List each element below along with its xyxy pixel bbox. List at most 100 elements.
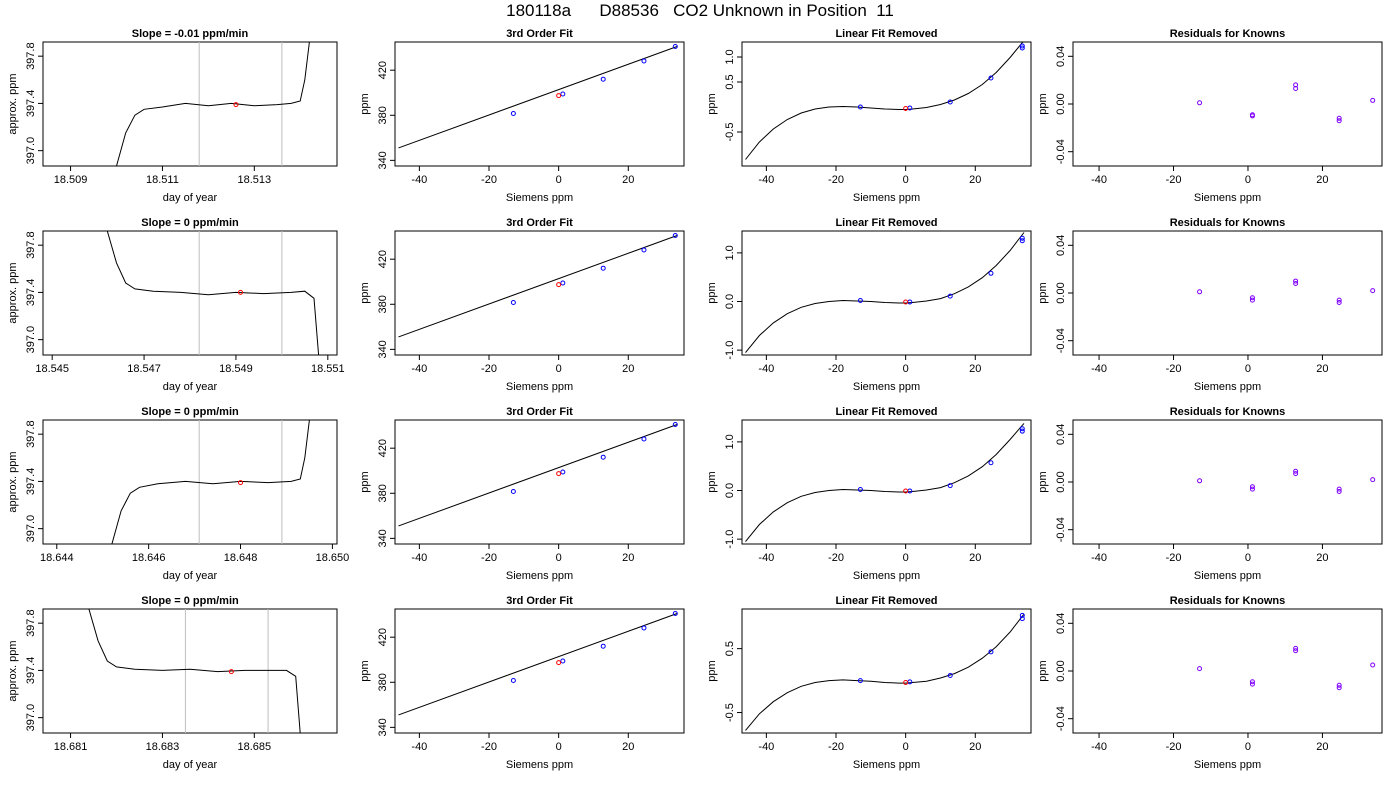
plot-frame xyxy=(394,41,685,167)
y-tick-label: -0.04 xyxy=(1055,517,1067,542)
x-tick-label: -40 xyxy=(758,552,774,564)
plot-area xyxy=(116,42,310,166)
panel-r2-c3: Linear Fit Removed -40 -20 0 20 -1.0 0.0 1.0 Sie… xyxy=(706,217,1032,393)
panel-r1-c3: Linear Fit Removed -40 -20 0 20 -0.5 0.5 1.0 Sie… xyxy=(706,28,1032,204)
panel-r3-c3: Linear Fit Removed -40 -20 0 20 -1.0 0.0 1.0 Sie… xyxy=(706,406,1032,582)
analyzer-trace xyxy=(106,231,320,355)
x-axis-label: day of year xyxy=(163,192,218,204)
x-axis-label: Siemens ppm xyxy=(506,570,573,582)
plot-frame xyxy=(394,608,685,734)
x-axis-label: Siemens ppm xyxy=(1194,570,1261,582)
residual-point xyxy=(1249,486,1255,492)
panel-title: Residuals for Knowns xyxy=(1170,28,1286,40)
known-standard-point xyxy=(1019,616,1025,622)
plot-frame xyxy=(42,419,338,545)
y-tick-label: 380 xyxy=(377,484,389,502)
known-standard-point xyxy=(560,469,566,475)
plot-area xyxy=(1197,468,1376,495)
x-tick-label: -40 xyxy=(411,741,427,753)
x-tick-label: 0 xyxy=(1245,552,1251,564)
x-tick-label: -20 xyxy=(481,174,497,186)
residual-point xyxy=(1249,295,1255,301)
x-tick-label: 20 xyxy=(969,552,981,564)
plot-area xyxy=(398,422,678,527)
y-tick-label: 0.5 xyxy=(724,641,736,656)
y-tick-label: 0.04 xyxy=(1055,613,1067,634)
page-title: 180118a D88536 CO2 Unknown in Position 1… xyxy=(506,1,894,20)
known-standard-point xyxy=(907,299,913,305)
known-standard-point xyxy=(600,643,606,649)
plot-frame xyxy=(42,41,338,167)
x-tick-label: 18.511 xyxy=(146,174,179,186)
x-axis-label: Siemens ppm xyxy=(506,381,573,393)
y-tick-label: -0.5 xyxy=(724,123,736,142)
residual-point xyxy=(1293,468,1299,474)
panel-title: Linear Fit Removed xyxy=(835,406,937,418)
y-tick-label: 1.0 xyxy=(724,434,736,449)
y-axis-label: ppm xyxy=(706,93,718,114)
panel-title: Residuals for Knowns xyxy=(1170,217,1286,229)
known-standard-point xyxy=(947,483,953,489)
plot-frame xyxy=(394,419,685,545)
known-standard-point xyxy=(672,611,678,617)
unknown-point xyxy=(903,106,909,111)
x-tick-label: 18.685 xyxy=(237,741,271,753)
known-standard-point xyxy=(510,488,516,494)
residual-point xyxy=(1336,685,1342,691)
x-tick-label: -20 xyxy=(1166,741,1182,753)
unknown-mean-point xyxy=(238,289,244,295)
x-tick-label: 0 xyxy=(1245,741,1251,753)
x-tick-label: 20 xyxy=(969,363,981,375)
analyzer-trace xyxy=(88,609,301,733)
x-tick-label: -40 xyxy=(758,174,774,186)
x-tick-label: -40 xyxy=(758,363,774,375)
known-standard-point xyxy=(560,280,566,286)
unknown-mean-point xyxy=(238,480,244,486)
y-tick-label: 397.4 xyxy=(25,468,37,496)
unknown-point xyxy=(903,299,909,305)
residual-point xyxy=(1249,297,1255,303)
panel-r3-c2: 3rd Order Fit -40 -20 0 20 340 380 420 Siemens p… xyxy=(359,406,685,582)
y-tick-label: -1.0 xyxy=(724,341,736,360)
y-tick-label: -0.04 xyxy=(1055,706,1067,731)
x-tick-label: 0 xyxy=(556,174,562,186)
known-standard-point xyxy=(1019,238,1025,244)
y-tick-label: 340 xyxy=(377,529,389,547)
plot-frame xyxy=(741,608,1032,734)
unknown-point xyxy=(556,471,562,477)
panel-r1-c2: 3rd Order Fit -40 -20 0 20 340 380 420 Siemens p… xyxy=(359,28,685,204)
residual-point xyxy=(1197,478,1203,484)
x-tick-label: 20 xyxy=(622,741,634,753)
known-standard-point xyxy=(947,672,953,678)
y-tick-label: 397.0 xyxy=(25,137,37,165)
plot-frame xyxy=(42,608,338,734)
x-axis-label: day of year xyxy=(163,381,218,393)
y-axis-label: ppm xyxy=(706,471,718,492)
x-tick-label: 18.551 xyxy=(311,363,345,375)
y-tick-label: -0.04 xyxy=(1055,328,1067,353)
residual-curve xyxy=(745,423,1025,542)
x-tick-label: -20 xyxy=(481,552,497,564)
y-axis-label: ppm xyxy=(1037,660,1049,681)
y-tick-label: -1.0 xyxy=(724,530,736,549)
known-standard-point xyxy=(857,487,863,493)
plot-frame xyxy=(741,230,1032,356)
residual-point xyxy=(1336,486,1342,492)
x-axis-label: day of year xyxy=(163,759,218,771)
known-standard-point xyxy=(1019,235,1025,241)
plot-frame xyxy=(1072,41,1383,167)
x-tick-label: -20 xyxy=(481,741,497,753)
x-tick-label: 18.648 xyxy=(224,552,258,564)
y-tick-label: -0.04 xyxy=(1055,139,1067,164)
panel-title: Residuals for Knowns xyxy=(1170,595,1286,607)
x-tick-label: 18.646 xyxy=(132,552,166,564)
panel-r4-c3: Linear Fit Removed -40 -20 0 20 -0.5 0.5 Siemen… xyxy=(706,595,1032,771)
known-standard-point xyxy=(907,488,913,494)
y-tick-label: 1.0 xyxy=(724,245,736,260)
residual-point xyxy=(1249,484,1255,490)
panel-title: 3rd Order Fit xyxy=(506,217,573,229)
residual-point xyxy=(1293,645,1299,651)
analyzer-trace xyxy=(116,42,310,166)
plot-frame xyxy=(1072,608,1383,734)
x-axis-label: Siemens ppm xyxy=(506,192,573,204)
